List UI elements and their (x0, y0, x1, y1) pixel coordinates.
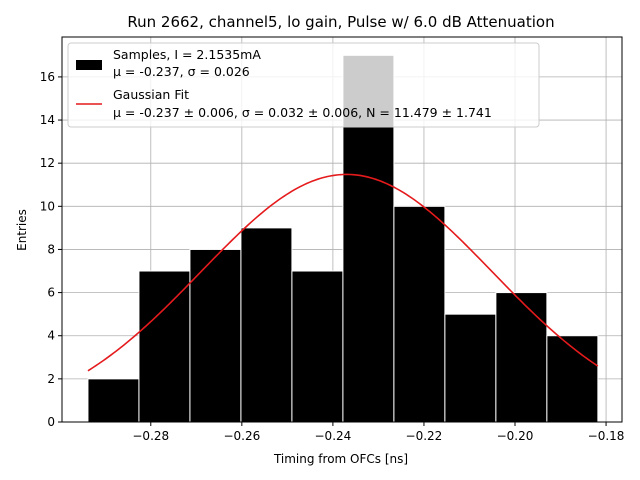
legend-box (67, 42, 540, 128)
chart-title: Run 2662, channel5, lo gain, Pulse w/ 6.… (127, 13, 554, 31)
y-tick-label: 2 (47, 372, 55, 386)
legend-samples-swatch (76, 60, 102, 70)
y-axis-label: Entries (15, 209, 29, 251)
x-tick-label: −0.20 (497, 429, 534, 443)
y-tick-label: 8 (47, 242, 55, 256)
legend-fit-label: Gaussian Fit (113, 87, 189, 102)
histogram-bar-1 (87, 378, 140, 423)
y-tick-label: 16 (40, 70, 55, 84)
x-tick-label: −0.28 (132, 429, 169, 443)
histogram-bar-10 (546, 335, 599, 423)
y-tick-label: 12 (40, 156, 55, 170)
x-tick-label: −0.18 (588, 429, 625, 443)
x-axis-label: Timing from OFCs [ns] (273, 452, 408, 466)
histogram-bar-4 (240, 227, 293, 423)
histogram-bar-7 (393, 205, 446, 423)
x-tick-label: −0.22 (406, 429, 443, 443)
y-tick-label: 0 (47, 415, 55, 429)
legend-samples-stats: μ = -0.237, σ = 0.026 (113, 64, 250, 79)
gaussian-fit-curve (87, 173, 599, 372)
histogram-bar-5 (291, 270, 344, 423)
axes-frame (61, 36, 623, 423)
legend-fit-stats: μ = -0.237 ± 0.006, σ = 0.032 ± 0.006, N… (113, 105, 492, 120)
y-tick-label: 10 (40, 199, 55, 213)
histogram-bar-9 (495, 292, 548, 423)
legend: Samples, I = 2.1535mA μ = -0.237, σ = 0.… (67, 42, 540, 128)
y-tick-label: 6 (47, 286, 55, 300)
x-tick-label: −0.26 (223, 429, 260, 443)
histogram-bar-2 (138, 270, 191, 423)
y-tick-label: 14 (40, 113, 55, 127)
x-tick-label: −0.24 (315, 429, 352, 443)
axes: −0.28 −0.26 −0.24 −0.22 −0.20 −0.18 0 2 4 6 8 10 12 1… (40, 36, 625, 443)
legend-samples-label: Samples, I = 2.1535mA (113, 47, 261, 62)
fit-layer (87, 173, 599, 372)
histogram-bar-8 (444, 313, 497, 423)
histogram-bar-3 (189, 248, 242, 423)
y-tick-label: 4 (47, 329, 55, 343)
